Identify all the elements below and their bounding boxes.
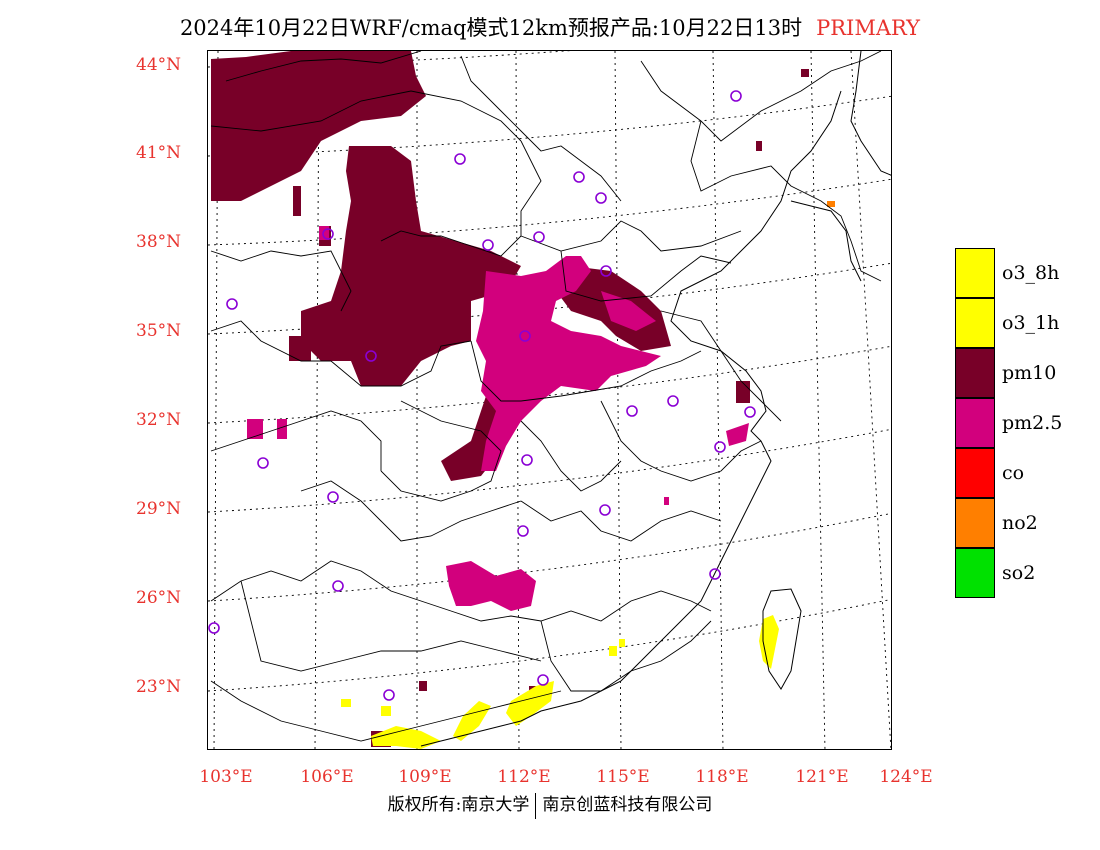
lon-label-112: 112°E	[497, 767, 551, 787]
legend-swatch-so2	[955, 548, 995, 598]
legend-swatch-o3-1h	[955, 298, 995, 348]
lat-label-38: 38°N	[136, 232, 182, 252]
primary-tag: PRIMARY	[816, 16, 921, 40]
legend-swatch-co	[955, 448, 995, 498]
copyright-footer: 版权所有:南京大学 南京创蓝科技有限公司	[0, 790, 1100, 819]
legend-label-pm25: pm2.5	[1002, 412, 1063, 434]
lon-label-109: 109°E	[398, 767, 452, 787]
legend-label-pm10: pm10	[1002, 362, 1057, 384]
legend-label-no2: no2	[1002, 512, 1038, 534]
title-text: 2024年10月22日WRF/cmaq模式12km预报产品:10月22日13时	[179, 16, 803, 40]
lat-label-41: 41°N	[136, 143, 182, 163]
o3-field	[341, 615, 779, 749]
map-title: 2024年10月22日WRF/cmaq模式12km预报产品:10月22日13时 P…	[0, 12, 1100, 42]
lat-label-23: 23°N	[136, 677, 182, 697]
no2-spot	[827, 201, 835, 207]
lat-label-32: 32°N	[136, 410, 182, 430]
lon-label-118: 118°E	[695, 767, 749, 787]
lon-label-115: 115°E	[596, 767, 650, 787]
legend-swatch-pm25	[955, 398, 995, 448]
legend-swatch-pm10	[955, 348, 995, 398]
lat-label-29: 29°N	[136, 499, 182, 519]
forecast-map[interactable]	[207, 50, 892, 750]
lat-label-44: 44°N	[136, 55, 182, 75]
lat-label-35: 35°N	[136, 321, 182, 341]
legend-label-so2: so2	[1002, 562, 1036, 584]
lat-label-26: 26°N	[136, 588, 182, 608]
legend-label-co: co	[1002, 462, 1025, 484]
copyright-left: 版权所有:南京大学	[387, 795, 530, 815]
legend-swatch-no2	[955, 498, 995, 548]
footer-divider	[535, 792, 537, 819]
province-boundaries	[210, 51, 882, 742]
lon-label-106: 106°E	[300, 767, 354, 787]
lon-label-103: 103°E	[199, 767, 253, 787]
pm25-field	[247, 226, 749, 611]
lon-label-124: 124°E	[879, 767, 933, 787]
legend-label-o3-8h: o3_8h	[1002, 262, 1060, 284]
legend-swatch-o3-8h	[955, 248, 995, 298]
coastline	[420, 51, 891, 747]
station-markers	[208, 90, 756, 701]
legend-label-o3-1h: o3_1h	[1002, 312, 1060, 334]
copyright-right: 南京创蓝科技有限公司	[542, 795, 713, 815]
lon-label-121: 121°E	[795, 767, 849, 787]
graticule	[208, 51, 891, 749]
map-canvas	[208, 51, 891, 749]
